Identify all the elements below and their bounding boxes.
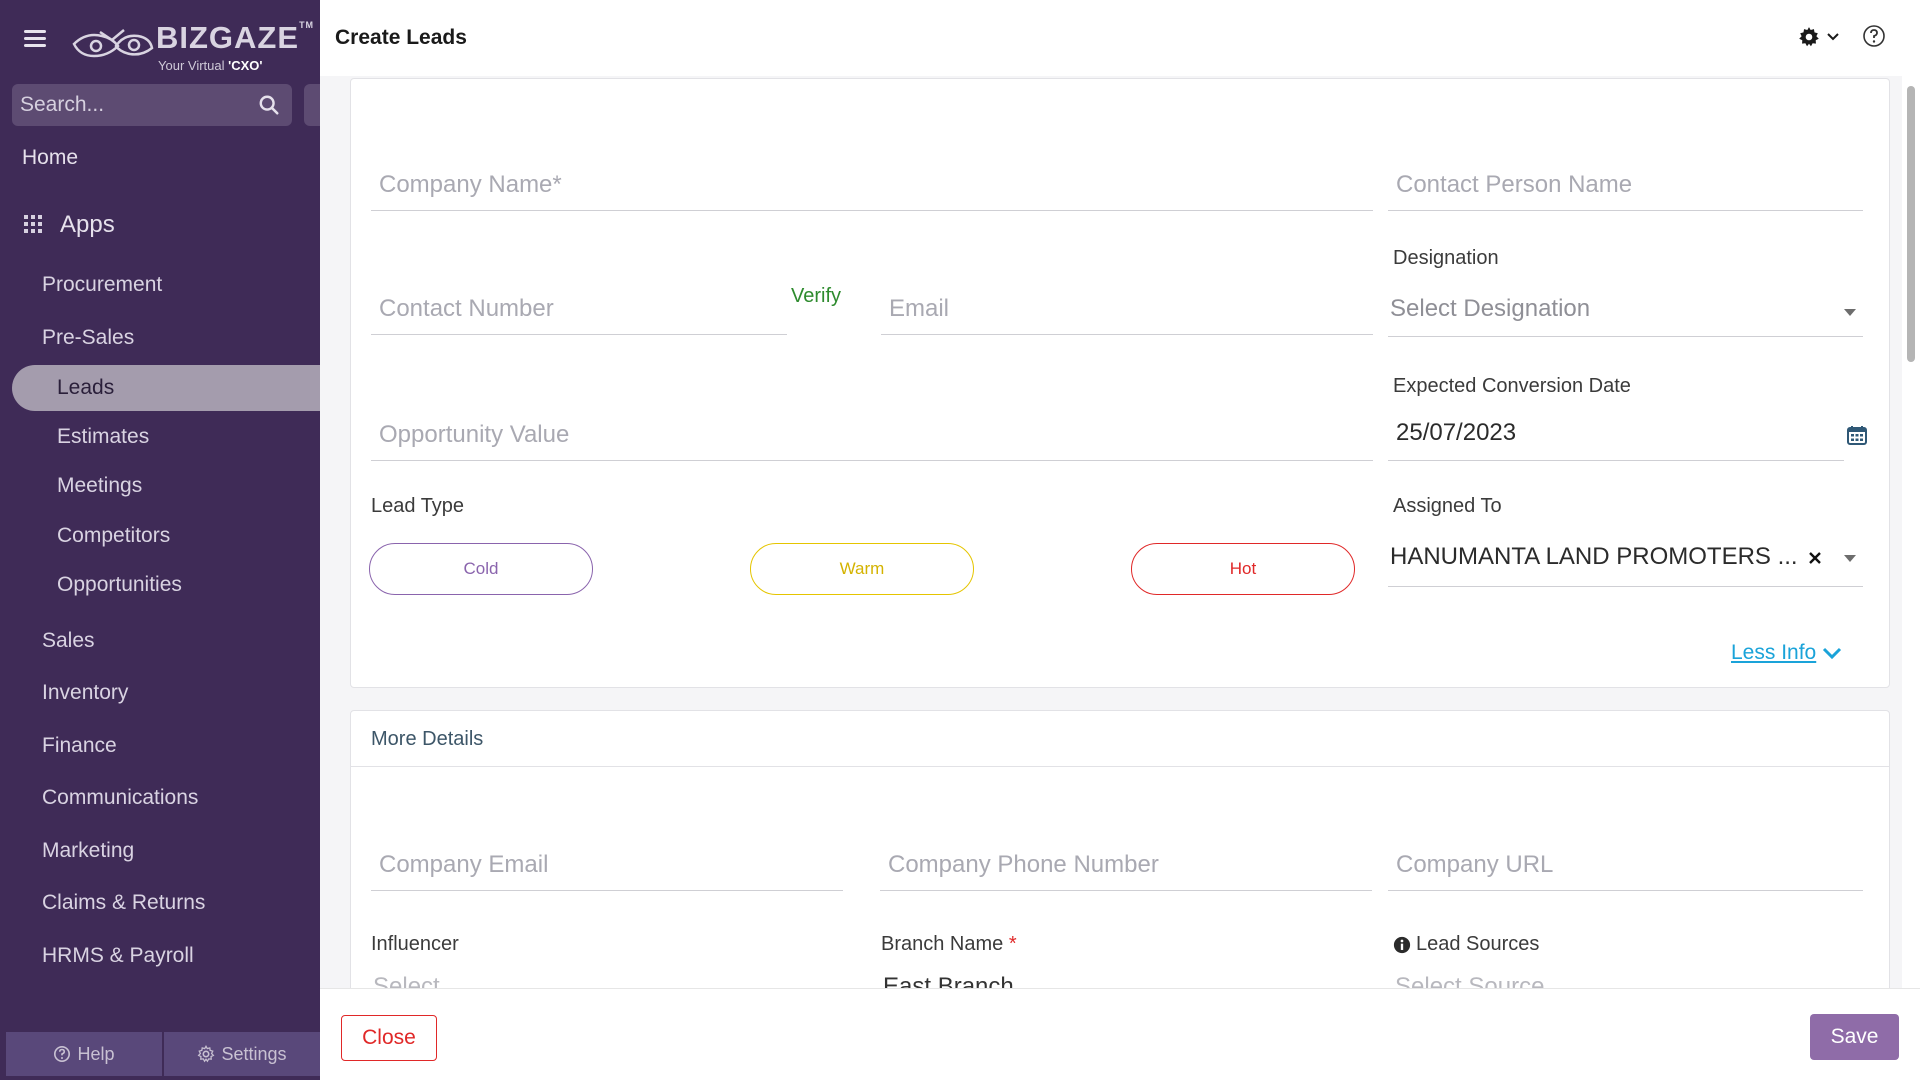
influencer-label: Influencer: [371, 933, 459, 955]
page-title: Create Leads: [335, 26, 467, 49]
sidebar-header: BIZGAZETM Your Virtual 'CXO': [0, 0, 320, 80]
company-name-field: [371, 159, 1373, 211]
form-content: Verify Designation Select Designation Ex…: [320, 76, 1902, 988]
scrollbar-thumb[interactable]: [1907, 86, 1915, 362]
sidebar-item-inventory[interactable]: Inventory: [42, 681, 129, 704]
brand-name: BIZGAZETM: [156, 20, 315, 55]
sidebar-item-sales[interactable]: Sales: [42, 629, 95, 652]
clear-icon[interactable]: [1808, 551, 1822, 565]
expected-conversion-value: 25/07/2023: [1396, 419, 1517, 446]
lead-sources-select[interactable]: Select Source: [1395, 973, 1545, 988]
sidebar-item-opportunities[interactable]: Opportunities: [57, 573, 182, 596]
designation-select[interactable]: Select Designation: [1388, 283, 1863, 337]
settings-button[interactable]: Settings: [164, 1032, 320, 1076]
search-icon[interactable]: [258, 94, 280, 116]
less-info-label: Less Info: [1731, 641, 1817, 664]
apps-grid-icon: [24, 215, 44, 235]
search-side-toggle[interactable]: [304, 84, 320, 126]
sidebar: BIZGAZETM Your Virtual 'CXO' Home Apps P…: [0, 0, 320, 1080]
sidebar-item-leads[interactable]: Leads: [12, 365, 320, 411]
assigned-to-value: HANUMANTA LAND PROMOTERS ...: [1390, 543, 1798, 570]
more-details-card: More Details Influencer Select Branch Na…: [350, 710, 1890, 988]
opportunity-value-input[interactable]: [371, 415, 1373, 455]
company-name-input[interactable]: [371, 165, 1373, 205]
sidebar-item-meetings[interactable]: Meetings: [57, 474, 143, 497]
search-input[interactable]: [20, 84, 260, 126]
company-phone-field: [880, 839, 1372, 891]
owl-logo-icon: [72, 29, 154, 58]
lead-info-card: Verify Designation Select Designation Ex…: [350, 78, 1890, 688]
chevron-down-icon: [1827, 33, 1839, 41]
caret-down-icon: [1844, 309, 1856, 316]
help-circle-icon[interactable]: [1862, 24, 1886, 48]
sidebar-item-claims-returns[interactable]: Claims & Returns: [42, 891, 206, 914]
sidebar-item-home[interactable]: Home: [22, 146, 79, 169]
chevron-down-icon: [1823, 647, 1842, 660]
brand-logo: BIZGAZETM Your Virtual 'CXO': [72, 16, 313, 73]
company-url-field: [1388, 839, 1863, 891]
gear-icon: [198, 1045, 215, 1063]
company-url-input[interactable]: [1388, 845, 1863, 885]
help-label: Help: [77, 1043, 115, 1064]
lead-type-label: Lead Type: [371, 495, 465, 517]
email-field: [881, 283, 1373, 335]
more-details-header: More Details: [351, 711, 1889, 767]
company-email-field: [371, 839, 843, 891]
more-details-title: More Details: [371, 728, 484, 750]
influencer-select[interactable]: Select: [373, 973, 440, 988]
settings-label: Settings: [221, 1043, 287, 1064]
lead-type-hot-button[interactable]: Hot: [1131, 543, 1355, 595]
expected-conversion-label: Expected Conversion Date: [1393, 375, 1631, 397]
form-footer: Close Save: [320, 988, 1920, 1080]
designation-label: Designation: [1393, 247, 1499, 269]
sidebar-item-competitors[interactable]: Competitors: [57, 524, 171, 547]
company-phone-input[interactable]: [880, 845, 1372, 885]
sidebar-footer: Help Settings: [6, 1032, 320, 1076]
sidebar-item-estimates[interactable]: Estimates: [57, 425, 150, 448]
email-input[interactable]: [881, 289, 1373, 329]
sidebar-item-communications[interactable]: Communications: [42, 786, 199, 809]
caret-down-icon: [1844, 555, 1856, 562]
apps-label: Apps: [60, 211, 115, 238]
save-button[interactable]: Save: [1810, 1014, 1899, 1060]
sidebar-apps-header[interactable]: Apps: [24, 210, 115, 240]
assigned-to-select[interactable]: HANUMANTA LAND PROMOTERS ...: [1388, 531, 1863, 587]
contact-number-input[interactable]: [371, 289, 787, 329]
contact-person-input[interactable]: [1388, 165, 1863, 205]
assigned-to-label: Assigned To: [1393, 495, 1502, 517]
lead-sources-label: Lead Sources: [1393, 933, 1539, 956]
calendar-icon[interactable]: [1847, 425, 1867, 445]
sidebar-item-leads-label: Leads: [57, 376, 115, 399]
expected-conversion-field[interactable]: 25/07/2023: [1388, 409, 1844, 461]
help-circle-icon: [54, 1045, 71, 1063]
scrollbar-track[interactable]: [1902, 76, 1920, 988]
verify-button[interactable]: Verify: [791, 285, 842, 307]
sidebar-item-marketing[interactable]: Marketing: [42, 839, 135, 862]
info-icon[interactable]: [1393, 936, 1411, 954]
sidebar-search: [12, 84, 292, 126]
sidebar-item-finance[interactable]: Finance: [42, 734, 117, 757]
close-button[interactable]: Close: [341, 1015, 437, 1061]
sidebar-item-pre-sales[interactable]: Pre-Sales: [42, 326, 135, 349]
branch-name-label: Branch Name *: [881, 933, 1017, 955]
gear-icon: [1799, 27, 1819, 47]
contact-number-field: [371, 283, 787, 335]
brand-tagline: Your Virtual 'CXO': [158, 58, 263, 73]
sidebar-item-hrms-payroll[interactable]: HRMS & Payroll: [42, 944, 194, 967]
contact-person-field: [1388, 159, 1863, 211]
less-info-toggle[interactable]: Less Info: [1731, 641, 1842, 665]
page-header: Create Leads: [320, 0, 1920, 76]
lead-type-cold-button[interactable]: Cold: [369, 543, 593, 595]
hamburger-menu-icon[interactable]: [24, 30, 46, 48]
lead-type-warm-button[interactable]: Warm: [750, 543, 974, 595]
required-marker: *: [1008, 933, 1017, 955]
help-button[interactable]: Help: [6, 1032, 164, 1076]
settings-dropdown[interactable]: [1798, 26, 1840, 48]
sidebar-item-procurement[interactable]: Procurement: [42, 273, 163, 296]
company-email-input[interactable]: [371, 845, 843, 885]
designation-value: Select Designation: [1390, 295, 1591, 322]
opportunity-value-field: [371, 409, 1373, 461]
branch-name-select[interactable]: East Branch: [883, 973, 1014, 988]
